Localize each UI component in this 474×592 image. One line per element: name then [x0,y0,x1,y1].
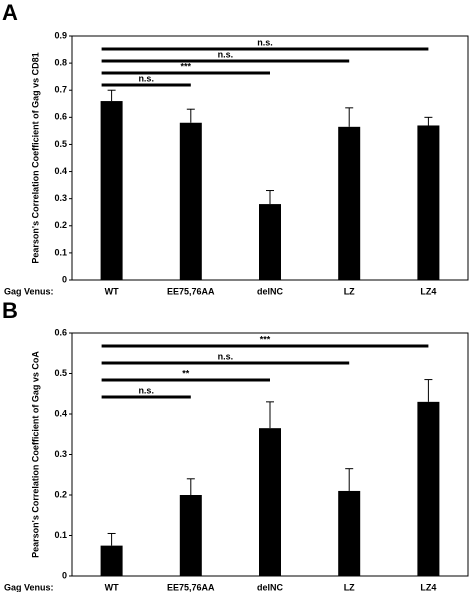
significance-label: ** [182,368,190,378]
bar [259,428,281,576]
y-tick-label: 0.2 [54,489,67,499]
x-tick-label: WT [105,582,119,592]
x-tick-label: LZ [344,582,355,592]
bar [100,101,123,280]
y-tick-label: 0 [62,570,67,580]
bar [259,204,281,280]
y-tick-label: 0.7 [54,85,67,95]
y-tick-label: 0.4 [54,166,67,176]
y-tick-label: 0 [62,274,67,284]
y-tick-label: 0.5 [54,368,67,378]
significance-label: n.s. [257,37,273,47]
y-tick-label: 0.1 [54,530,67,540]
significance-label: n.s. [218,49,234,59]
y-tick-label: 0.4 [54,408,67,418]
x-tick-label: LZ4 [420,582,436,592]
y-axis-title: Pearson's Correlation Coefficient of Gag… [30,351,40,558]
y-axis-title: Pearson's Correlation Coefficient of Gag… [30,52,40,263]
significance-label: n.s. [218,351,234,361]
bar [338,126,361,280]
y-tick-label: 0.9 [54,30,67,40]
bar [338,490,361,576]
x-axis-title: Gag Venus: [4,286,54,296]
bar [100,545,123,576]
bar [417,401,440,576]
significance-label: n.s. [138,385,154,395]
y-tick-label: 0.1 [54,247,67,257]
bar [179,122,202,280]
x-tick-label: LZ4 [420,286,436,296]
significance-label: n.s. [138,73,154,83]
significance-label: *** [260,334,271,344]
significance-label: *** [181,61,192,71]
y-tick-label: 0.3 [54,193,67,203]
x-tick-label: EE75,76AA [167,286,215,296]
panel-label: A [2,0,18,25]
x-tick-label: WT [105,286,119,296]
x-tick-label: delNC [257,582,284,592]
y-tick-label: 0.8 [54,57,67,67]
y-tick-label: 0.6 [54,112,67,122]
x-tick-label: LZ [344,286,355,296]
x-axis-title: Gag Venus: [4,582,54,592]
y-tick-label: 0.5 [54,139,67,149]
bar [179,495,202,576]
y-tick-label: 0.2 [54,220,67,230]
bar [417,125,440,280]
x-tick-label: delNC [257,286,284,296]
x-tick-label: EE75,76AA [167,582,215,592]
y-tick-label: 0.6 [54,327,67,337]
y-tick-label: 0.3 [54,449,67,459]
panel-label: B [2,298,18,323]
